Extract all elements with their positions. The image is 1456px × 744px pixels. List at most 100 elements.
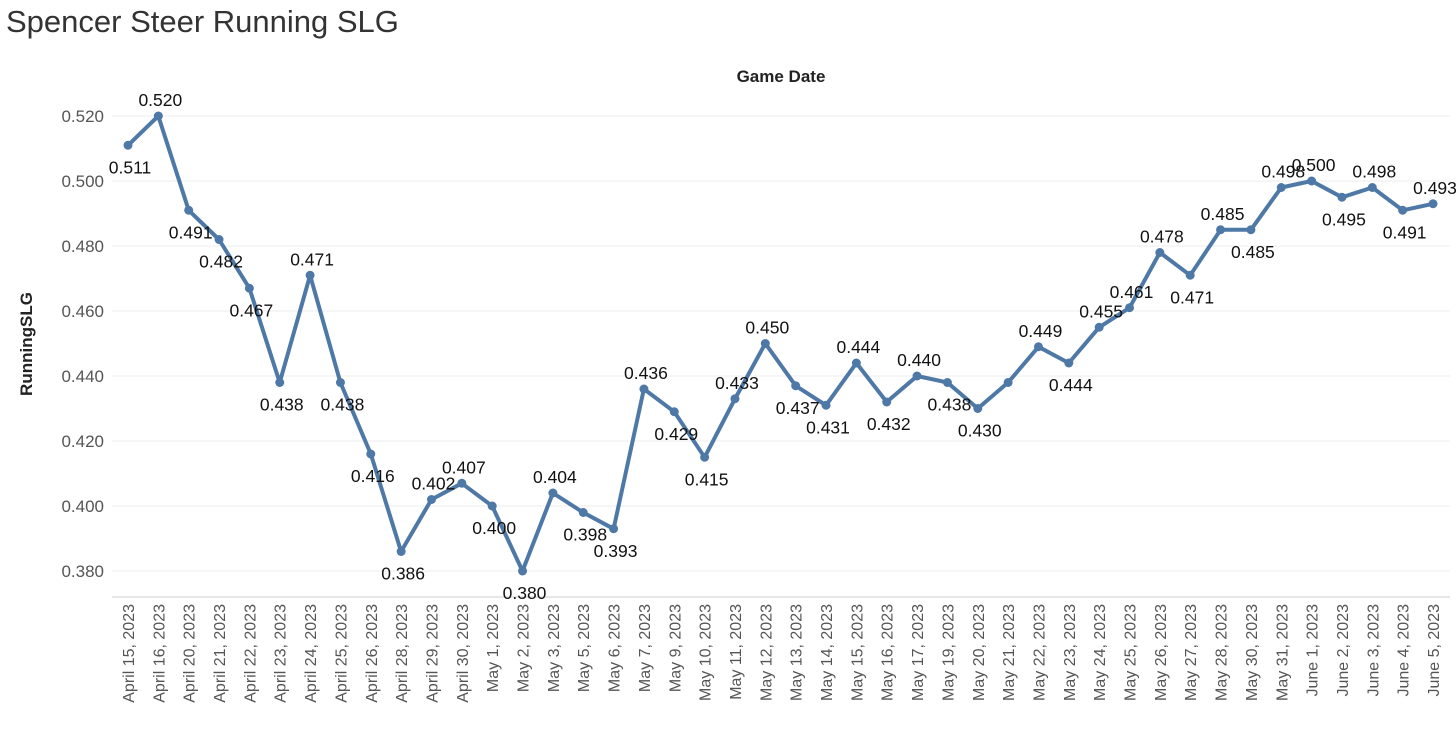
data-point bbox=[548, 488, 558, 498]
data-point bbox=[851, 358, 861, 368]
data-label: 0.482 bbox=[199, 252, 243, 272]
data-label: 0.471 bbox=[290, 249, 334, 269]
data-label: 0.386 bbox=[381, 564, 425, 584]
data-label: 0.437 bbox=[776, 398, 820, 418]
x-tick-label: April 24, 2023 bbox=[303, 604, 320, 703]
x-tick-label: May 12, 2023 bbox=[758, 604, 775, 701]
x-tick-label: June 4, 2023 bbox=[1396, 604, 1413, 697]
data-label: 0.444 bbox=[1049, 375, 1093, 395]
x-tick-label: April 30, 2023 bbox=[455, 604, 472, 703]
data-label: 0.400 bbox=[472, 518, 516, 538]
x-tick-label: May 7, 2023 bbox=[637, 604, 654, 692]
data-label: 0.485 bbox=[1231, 242, 1275, 262]
data-label: 0.467 bbox=[229, 300, 273, 320]
x-tick-label: May 20, 2023 bbox=[971, 604, 988, 701]
data-label: 0.485 bbox=[1201, 204, 1245, 224]
data-point bbox=[639, 384, 649, 394]
data-point bbox=[942, 378, 952, 387]
x-tick-label: May 2, 2023 bbox=[516, 604, 533, 692]
x-tick-label: May 3, 2023 bbox=[546, 604, 563, 692]
data-point bbox=[1398, 205, 1408, 215]
x-tick-label: May 17, 2023 bbox=[910, 604, 927, 701]
x-tick-label: April 20, 2023 bbox=[182, 604, 199, 703]
x-tick-label: April 26, 2023 bbox=[364, 604, 381, 703]
data-label: 0.450 bbox=[745, 318, 789, 338]
x-axis-title: Game Date bbox=[737, 67, 826, 86]
x-tick-label: May 31, 2023 bbox=[1274, 604, 1291, 701]
data-label: 0.415 bbox=[685, 469, 729, 489]
data-point bbox=[366, 449, 376, 459]
x-tick-label: April 28, 2023 bbox=[394, 604, 411, 703]
x-tick-label: May 26, 2023 bbox=[1153, 604, 1170, 701]
data-label: 0.404 bbox=[533, 467, 577, 487]
x-tick-label: May 11, 2023 bbox=[728, 604, 745, 700]
x-tick-label: May 23, 2023 bbox=[1062, 604, 1079, 701]
data-point bbox=[1033, 342, 1043, 352]
data-point bbox=[1428, 199, 1438, 209]
data-label: 0.478 bbox=[1140, 227, 1184, 247]
data-label: 0.493 bbox=[1413, 178, 1456, 198]
data-point bbox=[244, 283, 254, 293]
x-tick-label: May 21, 2023 bbox=[1001, 604, 1018, 701]
data-label: 0.438 bbox=[928, 395, 972, 415]
data-label: 0.449 bbox=[1019, 321, 1063, 341]
data-label: 0.495 bbox=[1322, 209, 1366, 229]
data-point bbox=[1003, 378, 1013, 387]
x-tick-label: April 16, 2023 bbox=[151, 604, 168, 703]
data-label: 0.511 bbox=[109, 157, 152, 177]
data-label: 0.433 bbox=[715, 373, 759, 393]
data-point bbox=[1337, 192, 1347, 202]
data-point bbox=[1307, 176, 1317, 186]
data-label: 0.432 bbox=[867, 414, 911, 434]
x-tick-label: May 1, 2023 bbox=[485, 604, 502, 692]
data-label: 0.440 bbox=[897, 350, 941, 370]
data-point bbox=[1276, 183, 1286, 192]
gridlines bbox=[112, 115, 1450, 572]
x-tick-label: May 15, 2023 bbox=[849, 604, 866, 701]
x-tick-label: May 13, 2023 bbox=[789, 604, 806, 701]
data-point bbox=[305, 270, 315, 280]
x-tick-label: April 29, 2023 bbox=[424, 604, 441, 703]
data-label: 0.438 bbox=[260, 395, 304, 415]
data-label: 0.444 bbox=[836, 337, 880, 357]
data-point bbox=[821, 400, 831, 410]
x-tick-label: May 25, 2023 bbox=[1123, 604, 1140, 701]
y-tick-label: 0.440 bbox=[61, 367, 104, 386]
data-label: 0.407 bbox=[442, 457, 486, 477]
data-point bbox=[426, 495, 436, 504]
data-point bbox=[457, 478, 467, 488]
data-point bbox=[518, 566, 528, 576]
y-tick-label: 0.500 bbox=[61, 172, 104, 191]
data-point bbox=[609, 524, 619, 534]
data-label: 0.393 bbox=[594, 541, 638, 561]
data-labels: 0.511 0.520 0.491 0.482 0.467 0.438 0.471 0.438… bbox=[109, 90, 1456, 603]
data-point bbox=[1185, 270, 1195, 280]
x-tick-label: April 21, 2023 bbox=[212, 604, 229, 703]
x-tick-label: June 5, 2023 bbox=[1426, 604, 1443, 697]
data-label: 0.471 bbox=[1170, 287, 1214, 307]
x-tick-label: May 9, 2023 bbox=[667, 604, 684, 692]
data-label: 0.436 bbox=[624, 363, 668, 383]
y-tick-label: 0.460 bbox=[61, 302, 104, 321]
x-axis-ticks: April 15, 2023 April 16, 2023 April 20, 20… bbox=[121, 604, 1443, 703]
data-label: 0.402 bbox=[412, 474, 456, 494]
data-point bbox=[700, 452, 710, 462]
data-label: 0.461 bbox=[1110, 282, 1154, 302]
data-point bbox=[882, 397, 892, 407]
y-tick-label: 0.380 bbox=[61, 562, 104, 581]
data-point bbox=[1367, 183, 1377, 192]
data-point bbox=[791, 381, 801, 391]
data-point bbox=[912, 371, 922, 381]
x-tick-label: June 2, 2023 bbox=[1335, 604, 1352, 697]
x-tick-label: May 10, 2023 bbox=[698, 604, 715, 701]
y-tick-label: 0.420 bbox=[61, 432, 104, 451]
data-label: 0.431 bbox=[806, 417, 850, 437]
data-label: 0.491 bbox=[169, 222, 213, 242]
x-tick-label: April 25, 2023 bbox=[333, 604, 350, 703]
data-point bbox=[1155, 248, 1165, 257]
data-point bbox=[760, 339, 770, 348]
x-tick-label: June 3, 2023 bbox=[1365, 604, 1382, 697]
data-point bbox=[184, 205, 194, 215]
data-point bbox=[487, 501, 497, 511]
